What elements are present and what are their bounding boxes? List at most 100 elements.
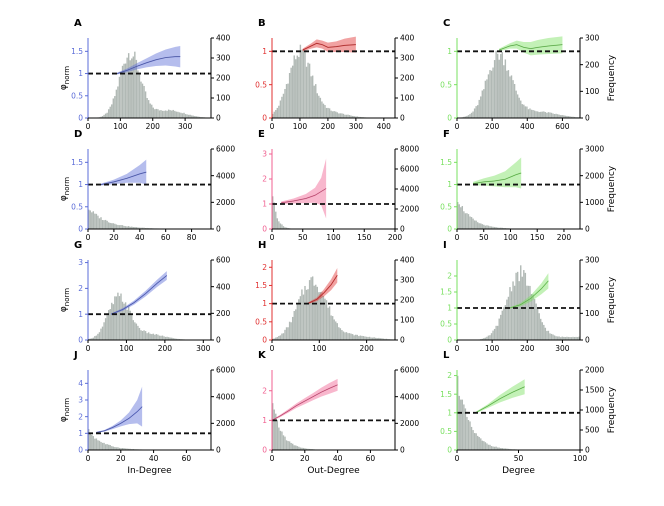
hist-bar [161,110,164,118]
hist-bar [501,227,503,229]
hist-bar [486,336,488,340]
hist-bar [567,336,570,340]
hist-bar [124,448,127,450]
hist-bar [327,307,329,340]
rtick-label: 2000 [400,205,419,214]
rtick-label: 400 [216,34,231,43]
histogram-D [88,209,170,229]
hist-bar [512,281,514,340]
hist-bar [131,313,133,340]
hist-bar [486,443,488,450]
hist-bar [538,313,540,340]
hist-bar [524,272,527,340]
phi-symbol: φ [59,416,69,422]
hist-bar [273,202,275,229]
hist-bar [375,337,377,340]
hist-bar [572,336,574,340]
hist-bar [507,296,510,340]
hist-bar [275,337,277,340]
hist-bar [307,289,309,340]
hist-bar [325,300,328,340]
hist-bar [350,115,352,118]
ytick-label: 2 [78,284,83,293]
hist-bar [490,446,493,450]
rtick-label: 0 [216,225,221,234]
hist-bar [129,448,131,450]
hist-bar [483,441,485,450]
xtick-label: 100 [119,344,134,353]
rtick-label: 600 [216,256,231,265]
hist-bar [117,224,119,229]
hist-bar [100,217,102,229]
histogram-B [272,44,371,119]
hist-bar [284,227,286,229]
ytick-label: 0 [78,336,83,345]
ytick-label: 3 [78,258,83,267]
hist-bar [540,318,542,340]
rtick-label: 400 [400,256,415,265]
hist-bar [92,211,95,229]
hist-bar [570,116,573,118]
hist-bar [141,227,144,229]
hist-bar [489,444,491,450]
phi-curve-core-I [509,280,549,309]
hist-bar [572,116,574,118]
hist-bar [107,109,110,118]
hist-bar [507,448,510,450]
hist-bar [141,83,144,118]
hist-bar [550,112,553,118]
hist-bar [321,101,323,118]
ytick-label: 1.5 [255,281,267,290]
hist-bar [489,70,491,118]
hist-bar [101,442,104,450]
rtick-label: 0 [400,114,405,123]
rtick-label: 100 [585,87,600,96]
hist-bar [174,110,176,118]
hist-bar [532,110,534,118]
hist-bar [161,335,164,340]
hist-bar [166,110,168,118]
hist-bar [104,318,107,340]
hist-bar [276,420,279,450]
hist-bar [473,433,476,450]
panel-label-J: J [73,350,78,361]
hist-bar [195,116,198,118]
hist-bar [97,333,99,340]
xtick-label: 60 [161,233,171,242]
rtick-label: 3000 [585,145,604,154]
hist-bar [94,336,96,340]
phi-norm-label: φnorm [59,398,71,422]
hist-bar [98,218,101,229]
hist-bar [305,66,308,118]
hist-bar [91,338,93,340]
hist-bar [121,225,124,229]
ytick-label: 0 [78,225,83,234]
hist-bar [282,93,285,118]
xtick-label: 50 [479,233,489,242]
hist-bar [469,216,471,229]
phi-norm-label: φnorm [59,288,71,312]
phi-symbol: φ [59,306,69,312]
hist-bar [278,221,280,229]
hist-bar [273,111,275,118]
ytick-label: 1.5 [71,158,83,167]
hist-bar [381,338,383,340]
hist-bar [171,110,173,118]
hist-bar [177,111,179,118]
hist-bar [553,335,556,340]
hist-bar [191,115,193,118]
rtick-label: 300 [585,256,600,265]
xtick-label: 20 [300,454,310,463]
hist-bar [495,50,497,118]
ytick-label: 1 [78,310,83,319]
hist-bar [501,52,503,119]
hist-bar [197,116,199,118]
hist-bar [463,404,465,450]
hist-bar [117,447,119,450]
hist-bar [275,110,277,118]
hist-bar [570,337,573,340]
hist-bar [507,70,510,118]
hist-bar [132,320,134,340]
xtick-label: 200 [146,122,161,131]
hist-bar [498,447,500,450]
